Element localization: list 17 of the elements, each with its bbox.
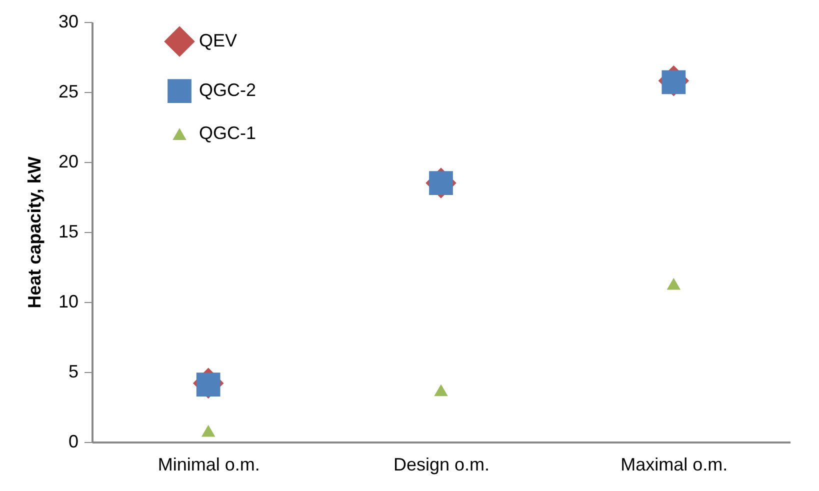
x-tick-label: Design o.m.: [393, 454, 490, 474]
point: [666, 278, 681, 290]
y-tick-label: 10: [58, 292, 78, 312]
legend-label: QEV: [199, 30, 238, 50]
x-tick-label: Minimal o.m.: [158, 454, 260, 474]
y-tick-label: 15: [58, 222, 78, 242]
point: [201, 424, 216, 437]
y-tick-label: 25: [58, 82, 78, 102]
legend-label: QGC-1: [199, 123, 256, 143]
legend-label: QGC-2: [199, 80, 256, 100]
point: [434, 384, 448, 396]
y-tick-label: 20: [58, 152, 78, 172]
x-tick-label: Maximal o.m.: [620, 454, 728, 474]
y-tick-label: 0: [68, 432, 78, 452]
y-axis-title: Heat capacity, kW: [24, 156, 44, 308]
y-tick-label: 30: [58, 12, 78, 32]
y-tick-label: 5: [68, 362, 78, 382]
